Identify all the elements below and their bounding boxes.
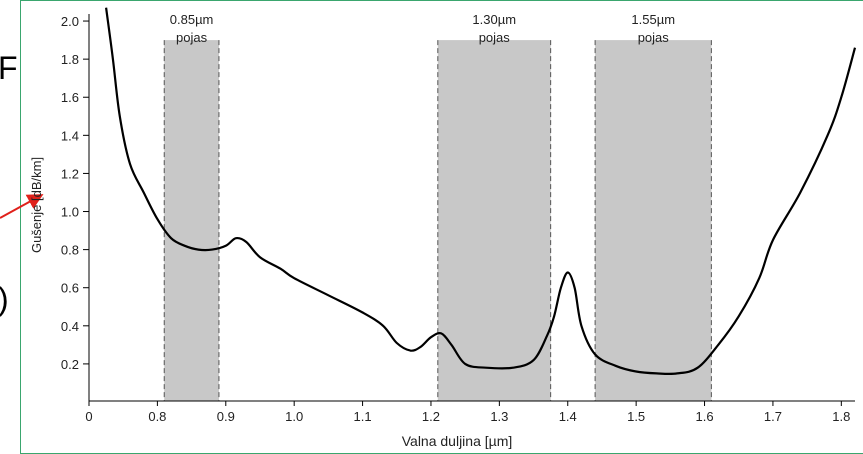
band-label-1: 1.30µm	[472, 12, 516, 27]
band-label-0: 0.85µm	[170, 12, 214, 27]
x-tick-label-0: 0	[85, 409, 92, 424]
y-tick-label-7: 1.6	[61, 90, 79, 105]
x-axis-label: Valna duljina [µm]	[402, 433, 513, 449]
x-tick-label-10: 1.7	[764, 409, 782, 424]
x-tick-label-1: 0.8	[148, 409, 166, 424]
x-tick-label-8: 1.5	[627, 409, 645, 424]
y-tick-label-8: 1.8	[61, 52, 79, 67]
x-tick-label-6: 1.3	[490, 409, 508, 424]
band-sublabel-2: pojas	[638, 30, 670, 45]
x-tick-label-2: 0.9	[217, 409, 235, 424]
y-tick-label-1: 0.4	[61, 319, 79, 334]
y-tick-label-5: 1.2	[61, 166, 79, 181]
y-tick-label-6: 1.4	[61, 128, 79, 143]
x-tick-label-5: 1.2	[422, 409, 440, 424]
y-tick-label-2: 0.6	[61, 281, 79, 296]
x-tick-label-11: 1.8	[832, 409, 850, 424]
y-tick-label-9: 2.0	[61, 14, 79, 29]
y-axis-label: Gušenje [dB/km]	[29, 157, 44, 253]
x-tick-label-3: 1.0	[285, 409, 303, 424]
band-0	[164, 40, 219, 401]
band-1	[438, 40, 551, 401]
band-sublabel-0: pojas	[176, 30, 208, 45]
x-tick-label-9: 1.6	[695, 409, 713, 424]
x-tick-label-4: 1.1	[354, 409, 372, 424]
band-2	[595, 40, 711, 401]
y-tick-label-4: 1.0	[61, 205, 79, 220]
band-sublabel-1: pojas	[479, 30, 511, 45]
x-tick-label-7: 1.4	[559, 409, 577, 424]
band-label-2: 1.55µm	[631, 12, 675, 27]
y-tick-label-3: 0.8	[61, 243, 79, 258]
bands-layer: 0.85µm pojas 1.30µm pojas 1.55µm pojas	[164, 12, 711, 401]
y-tick-label-0: 0.2	[61, 357, 79, 372]
